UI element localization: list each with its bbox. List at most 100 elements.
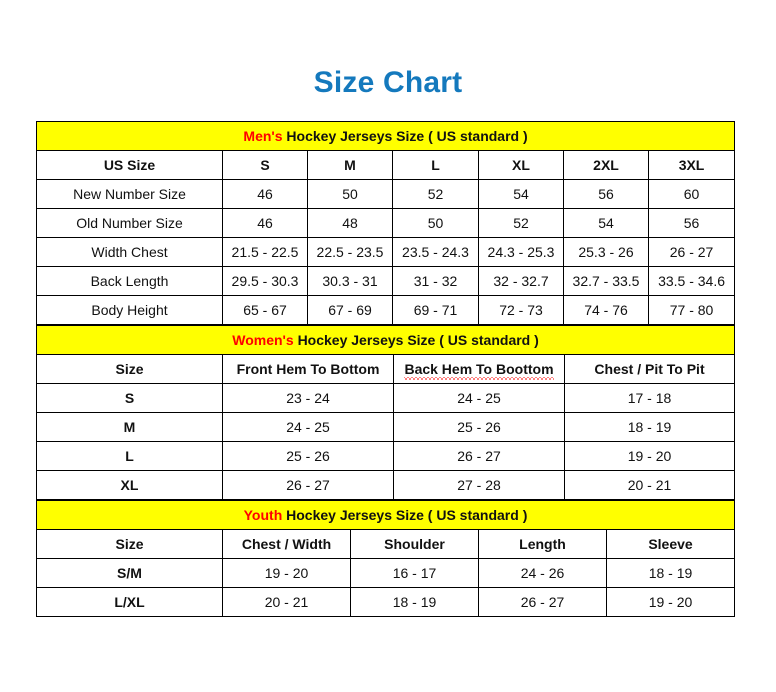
table-cell: 27 - 28 [393, 470, 565, 500]
table-cell: 18 - 19 [563, 412, 736, 442]
table-cell: 26 - 27 [393, 441, 565, 471]
mens-header-cell: L [392, 150, 479, 180]
table-cell: 46 [222, 208, 308, 238]
table-cell: 72 - 73 [478, 295, 564, 325]
table-cell: 52 [478, 208, 564, 238]
spellcheck-underline: Back Hem To Boottom [404, 361, 554, 380]
table-cell: 33.5 - 34.6 [647, 266, 736, 296]
youth-header-cell: Sleeve [606, 529, 735, 559]
table-cell: 56 [563, 179, 649, 209]
womens-header-cell-misspelled: Back Hem To Boottom [393, 354, 565, 384]
mens-header-cell: M [307, 150, 393, 180]
table-cell: 74 - 76 [563, 295, 649, 325]
table-cell: 26 - 27 [647, 237, 736, 267]
table-cell: 50 [392, 208, 479, 238]
youth-header-row: Size Chest / Width Shoulder Length Sleev… [36, 529, 735, 559]
youth-header-cell: Chest / Width [222, 529, 351, 559]
table-cell: 67 - 69 [307, 295, 393, 325]
row-label: L [36, 441, 223, 471]
youth-section-banner: Youth Hockey Jerseys Size ( US standard … [36, 500, 735, 530]
mens-banner-rest: Hockey Jerseys Size ( US standard ) [286, 128, 528, 144]
mens-banner-accent: Men's [243, 128, 283, 144]
size-chart-tables: Men's Hockey Jerseys Size ( US standard … [35, 121, 736, 617]
table-row: S 23 - 24 24 - 25 17 - 18 [36, 383, 736, 413]
table-cell: 25.3 - 26 [563, 237, 649, 267]
table-row: S/M 19 - 20 16 - 17 24 - 26 18 - 19 [36, 558, 735, 588]
table-cell: 20 - 21 [563, 470, 736, 500]
row-label: M [36, 412, 223, 442]
womens-section-banner: Women's Hockey Jerseys Size ( US standar… [35, 325, 736, 355]
table-cell: 31 - 32 [392, 266, 479, 296]
youth-banner-row: Youth Hockey Jerseys Size ( US standard … [36, 500, 735, 530]
youth-banner-accent: Youth [243, 507, 283, 523]
table-cell: 56 [647, 208, 736, 238]
table-cell: 77 - 80 [647, 295, 736, 325]
table-cell: 23 - 24 [222, 383, 394, 413]
mens-banner-row: Men's Hockey Jerseys Size ( US standard … [35, 121, 736, 151]
table-cell: 50 [307, 179, 393, 209]
table-row: New Number Size 46 50 52 54 56 60 [36, 179, 736, 209]
table-row: Back Length 29.5 - 30.3 30.3 - 31 31 - 3… [36, 266, 736, 296]
youth-header-cell: Size [36, 529, 223, 559]
table-cell: 26 - 27 [478, 587, 607, 617]
table-cell: 19 - 20 [563, 441, 736, 471]
mens-section-banner: Men's Hockey Jerseys Size ( US standard … [35, 121, 736, 151]
table-row: Width Chest 21.5 - 22.5 22.5 - 23.5 23.5… [36, 237, 736, 267]
womens-banner-rest: Hockey Jerseys Size ( US standard ) [297, 332, 539, 348]
youth-size-table: Youth Hockey Jerseys Size ( US standard … [36, 500, 735, 617]
table-cell: 18 - 19 [606, 558, 735, 588]
table-cell: 54 [563, 208, 649, 238]
table-row: Body Height 65 - 67 67 - 69 69 - 71 72 -… [36, 295, 736, 325]
table-cell: 17 - 18 [563, 383, 736, 413]
mens-header-cell: S [222, 150, 308, 180]
table-cell: 60 [647, 179, 736, 209]
table-cell: 46 [222, 179, 308, 209]
womens-header-cell: Chest / Pit To Pit [563, 354, 736, 384]
row-label: New Number Size [36, 179, 223, 209]
row-label: XL [36, 470, 223, 500]
table-cell: 24.3 - 25.3 [478, 237, 564, 267]
womens-banner-accent: Women's [232, 332, 294, 348]
row-label: Width Chest [36, 237, 223, 267]
page-title: Size Chart [313, 66, 463, 99]
table-row: XL 26 - 27 27 - 28 20 - 21 [36, 470, 736, 500]
table-cell: 26 - 27 [222, 470, 394, 500]
mens-header-cell: 3XL [647, 150, 736, 180]
womens-banner-row: Women's Hockey Jerseys Size ( US standar… [35, 325, 736, 355]
table-cell: 24 - 26 [478, 558, 607, 588]
table-cell: 24 - 25 [222, 412, 394, 442]
table-row: M 24 - 25 25 - 26 18 - 19 [36, 412, 736, 442]
table-row: L 25 - 26 26 - 27 19 - 20 [36, 441, 736, 471]
table-cell: 19 - 20 [606, 587, 735, 617]
womens-size-table: Women's Hockey Jerseys Size ( US standar… [35, 325, 736, 500]
table-cell: 52 [392, 179, 479, 209]
row-label: S/M [36, 558, 223, 588]
table-row: Old Number Size 46 48 50 52 54 56 [36, 208, 736, 238]
row-label: Back Length [36, 266, 223, 296]
table-cell: 54 [478, 179, 564, 209]
womens-header-cell: Front Hem To Bottom [222, 354, 394, 384]
youth-header-cell: Length [478, 529, 607, 559]
table-row: L/XL 20 - 21 18 - 19 26 - 27 19 - 20 [36, 587, 735, 617]
table-cell: 48 [307, 208, 393, 238]
table-cell: 65 - 67 [222, 295, 308, 325]
table-cell: 69 - 71 [392, 295, 479, 325]
womens-header-cell: Size [36, 354, 223, 384]
youth-banner-rest: Hockey Jerseys Size ( US standard ) [286, 507, 528, 523]
table-cell: 16 - 17 [350, 558, 479, 588]
youth-header-cell: Shoulder [350, 529, 479, 559]
womens-header-row: Size Front Hem To Bottom Back Hem To Boo… [36, 354, 736, 384]
mens-header-cell: XL [478, 150, 564, 180]
table-cell: 25 - 26 [393, 412, 565, 442]
table-cell: 32.7 - 33.5 [563, 266, 649, 296]
mens-header-cell: US Size [36, 150, 223, 180]
mens-size-table: Men's Hockey Jerseys Size ( US standard … [35, 121, 736, 325]
mens-header-cell: 2XL [563, 150, 649, 180]
table-cell: 22.5 - 23.5 [307, 237, 393, 267]
table-cell: 29.5 - 30.3 [222, 266, 308, 296]
table-cell: 24 - 25 [393, 383, 565, 413]
mens-header-row: US Size S M L XL 2XL 3XL [36, 150, 736, 180]
row-label: L/XL [36, 587, 223, 617]
table-cell: 20 - 21 [222, 587, 351, 617]
